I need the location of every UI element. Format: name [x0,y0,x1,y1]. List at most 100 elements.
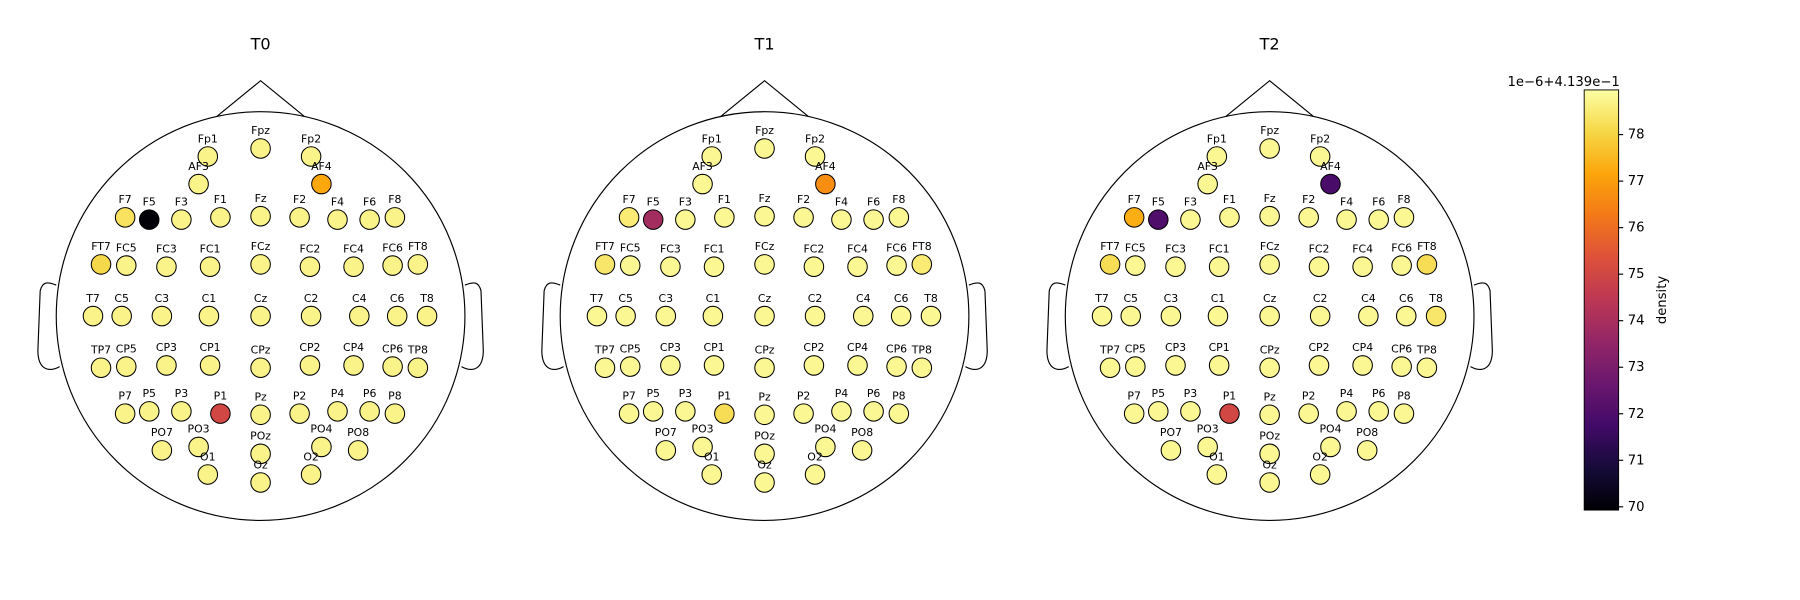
channel-label: FC3 [1165,242,1186,255]
electrode [1320,173,1341,195]
electrode [754,138,775,159]
channel-label: POz [1259,430,1280,443]
colorbar-tick-label: 78 [1628,128,1645,143]
electrode [1259,472,1280,493]
channel-label: P1 [214,389,228,402]
electrode [90,357,112,379]
channel-label: Pz [254,391,267,404]
channel-label: FC1 [200,242,221,255]
electrode [692,436,713,458]
channel-label: F6 [1372,195,1385,208]
channel-label: Cz [1263,292,1277,305]
channel-label: C4 [1361,292,1376,305]
channel-label: C1 [706,292,721,305]
channel-label: P3 [679,387,693,400]
electrode [863,401,884,422]
electrode [384,403,406,424]
channel-label: CP2 [803,341,824,354]
channel-label: TP7 [90,344,111,357]
electrode [1099,254,1121,275]
channel-label: CP4 [847,341,868,354]
channel-label: P4 [331,387,345,400]
electrode [1219,207,1240,228]
electrode [1336,209,1357,230]
electrode [911,254,933,275]
channel-label: T7 [589,292,604,305]
channel-label: P1 [718,389,732,402]
electrode [1259,305,1280,327]
head-ear [541,282,564,370]
electrode [754,472,775,493]
channel-label: FC2 [803,242,824,255]
electrode [660,256,681,277]
electrode [1298,207,1319,228]
electrode [815,173,836,195]
electrode [793,403,814,424]
electrode [701,464,723,485]
channel-label: C2 [304,292,319,305]
electrode [311,173,332,195]
channel-label: F6 [867,195,880,208]
electrode [1160,305,1182,327]
channel-label: C4 [856,292,871,305]
electrode [1416,254,1438,275]
electrode [920,305,942,327]
electrode [384,207,406,228]
channel-label: Fp1 [702,132,722,145]
channel-label: T8 [923,292,938,305]
channel-label: CP4 [343,341,364,354]
channel-label: CPz [755,344,775,357]
electrode [702,305,724,327]
channel-label: POz [250,430,271,443]
electrode [1393,207,1415,228]
electrode [250,205,271,227]
channel-label: Fz [255,192,267,205]
head-ear [37,282,60,370]
channel-label: O1 [704,450,720,463]
electrode [851,440,873,461]
channel-label: P5 [142,387,156,400]
channel-label: C3 [155,292,170,305]
electrode [407,357,429,379]
channel-label: F2 [1302,193,1315,206]
channel-label: CP5 [1125,342,1146,355]
channel-label: T8 [419,292,434,305]
electrode [890,305,912,327]
colorbar-tick-label: 72 [1628,407,1645,422]
channel-label: AF4 [1320,160,1341,173]
electrode [804,146,826,167]
electrode [171,209,192,230]
electrode [642,209,664,230]
electrode [1320,436,1341,458]
channel-label: CP1 [703,341,724,354]
electrode [1208,256,1230,277]
channel-label: C5 [1123,292,1138,305]
electrode [300,305,322,327]
electrode [714,207,735,228]
electrode [82,305,104,327]
electrode [642,401,664,422]
channel-label: PO7 [655,426,677,439]
channel-label: Fpz [1260,124,1279,137]
channel-label: C1 [202,292,217,305]
channel-label: F6 [363,195,376,208]
channel-label: O2 [1312,450,1328,463]
electrode [1393,403,1415,424]
channel-label: C5 [618,292,633,305]
electrode [197,464,219,485]
electrode [618,207,640,228]
electrode [343,355,364,376]
electrode [655,305,677,327]
channel-label: F4 [835,195,848,208]
channel-label: AF4 [815,160,836,173]
electrode [714,403,735,424]
electrode [1309,464,1331,485]
head-nose [720,79,809,117]
channel-label: Oz [757,458,772,471]
channel-label: P1 [1223,389,1237,402]
channel-label: CPz [251,344,271,357]
electrode [701,146,723,167]
channel-label: F8 [1397,193,1410,206]
channel-label: T7 [85,292,100,305]
channel-label: F7 [622,193,635,206]
